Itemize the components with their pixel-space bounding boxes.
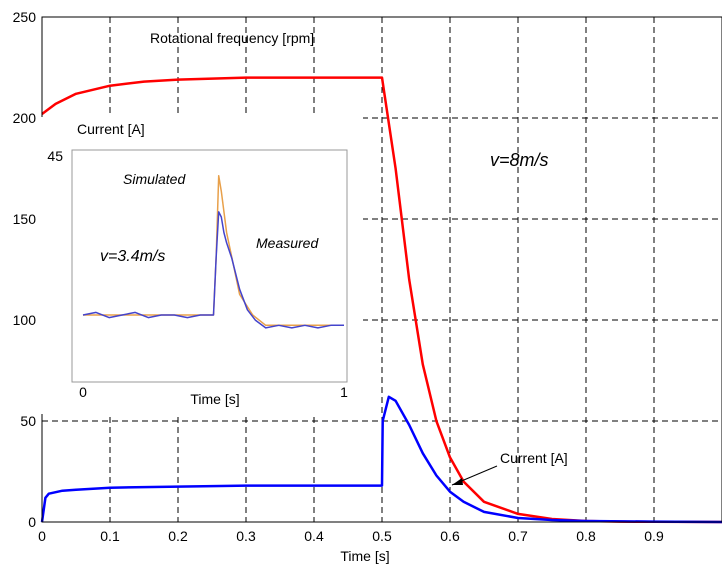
x-tick-label: 0.6 xyxy=(440,528,460,544)
main-ticks: 0 0.1 0.2 0.3 0.4 0.5 0.6 0.7 0.8 0.9 0 50 100 150 200… xyxy=(13,9,664,544)
series-label-current: Current [A] xyxy=(500,450,568,466)
main-velocity-annotation: v=8m/s xyxy=(490,150,549,170)
series-line xyxy=(40,395,722,524)
inset-series xyxy=(82,175,344,329)
inset-x-tick-0: 0 xyxy=(79,384,87,400)
inset-series-line xyxy=(83,175,344,327)
y-tick-label: 150 xyxy=(13,211,37,227)
x-tick-label: 0.5 xyxy=(372,528,392,544)
inset-y-tick-45: 45 xyxy=(47,148,63,164)
x-tick-label: 0.8 xyxy=(576,528,596,544)
inset-plot-frame xyxy=(71,149,348,383)
x-tick-label: 0.2 xyxy=(168,528,188,544)
inset-simulated-label: Simulated xyxy=(123,171,186,187)
main-x-axis-label: Time [s] xyxy=(340,548,389,564)
x-tick-label: 0.4 xyxy=(304,528,324,544)
series-label-rotational-frequency: Rotational frequency [rpm] xyxy=(150,30,314,46)
inset-measured-label: Measured xyxy=(256,235,319,251)
x-tick-label: 0.7 xyxy=(508,528,528,544)
x-tick-label: 0.3 xyxy=(236,528,256,544)
current-arrowhead xyxy=(452,478,463,485)
y-tick-label: 200 xyxy=(13,110,37,126)
y-tick-label: 50 xyxy=(20,413,36,429)
x-tick-label: 0.1 xyxy=(100,528,120,544)
y-tick-label: 250 xyxy=(13,9,37,25)
x-tick-label: 0 xyxy=(38,528,46,544)
inset-series-line xyxy=(82,211,344,329)
inset-velocity-annotation: v=3.4m/s xyxy=(100,248,165,265)
inset-x-tick-1: 1 xyxy=(340,384,348,400)
main-series xyxy=(40,76,722,524)
y-tick-label: 0 xyxy=(28,514,36,530)
inset-x-axis-label: Time [s] xyxy=(190,391,239,407)
x-tick-label: 0.9 xyxy=(644,528,664,544)
inset-y-axis-label: Current [A] xyxy=(77,121,145,137)
y-tick-label: 100 xyxy=(13,312,37,328)
